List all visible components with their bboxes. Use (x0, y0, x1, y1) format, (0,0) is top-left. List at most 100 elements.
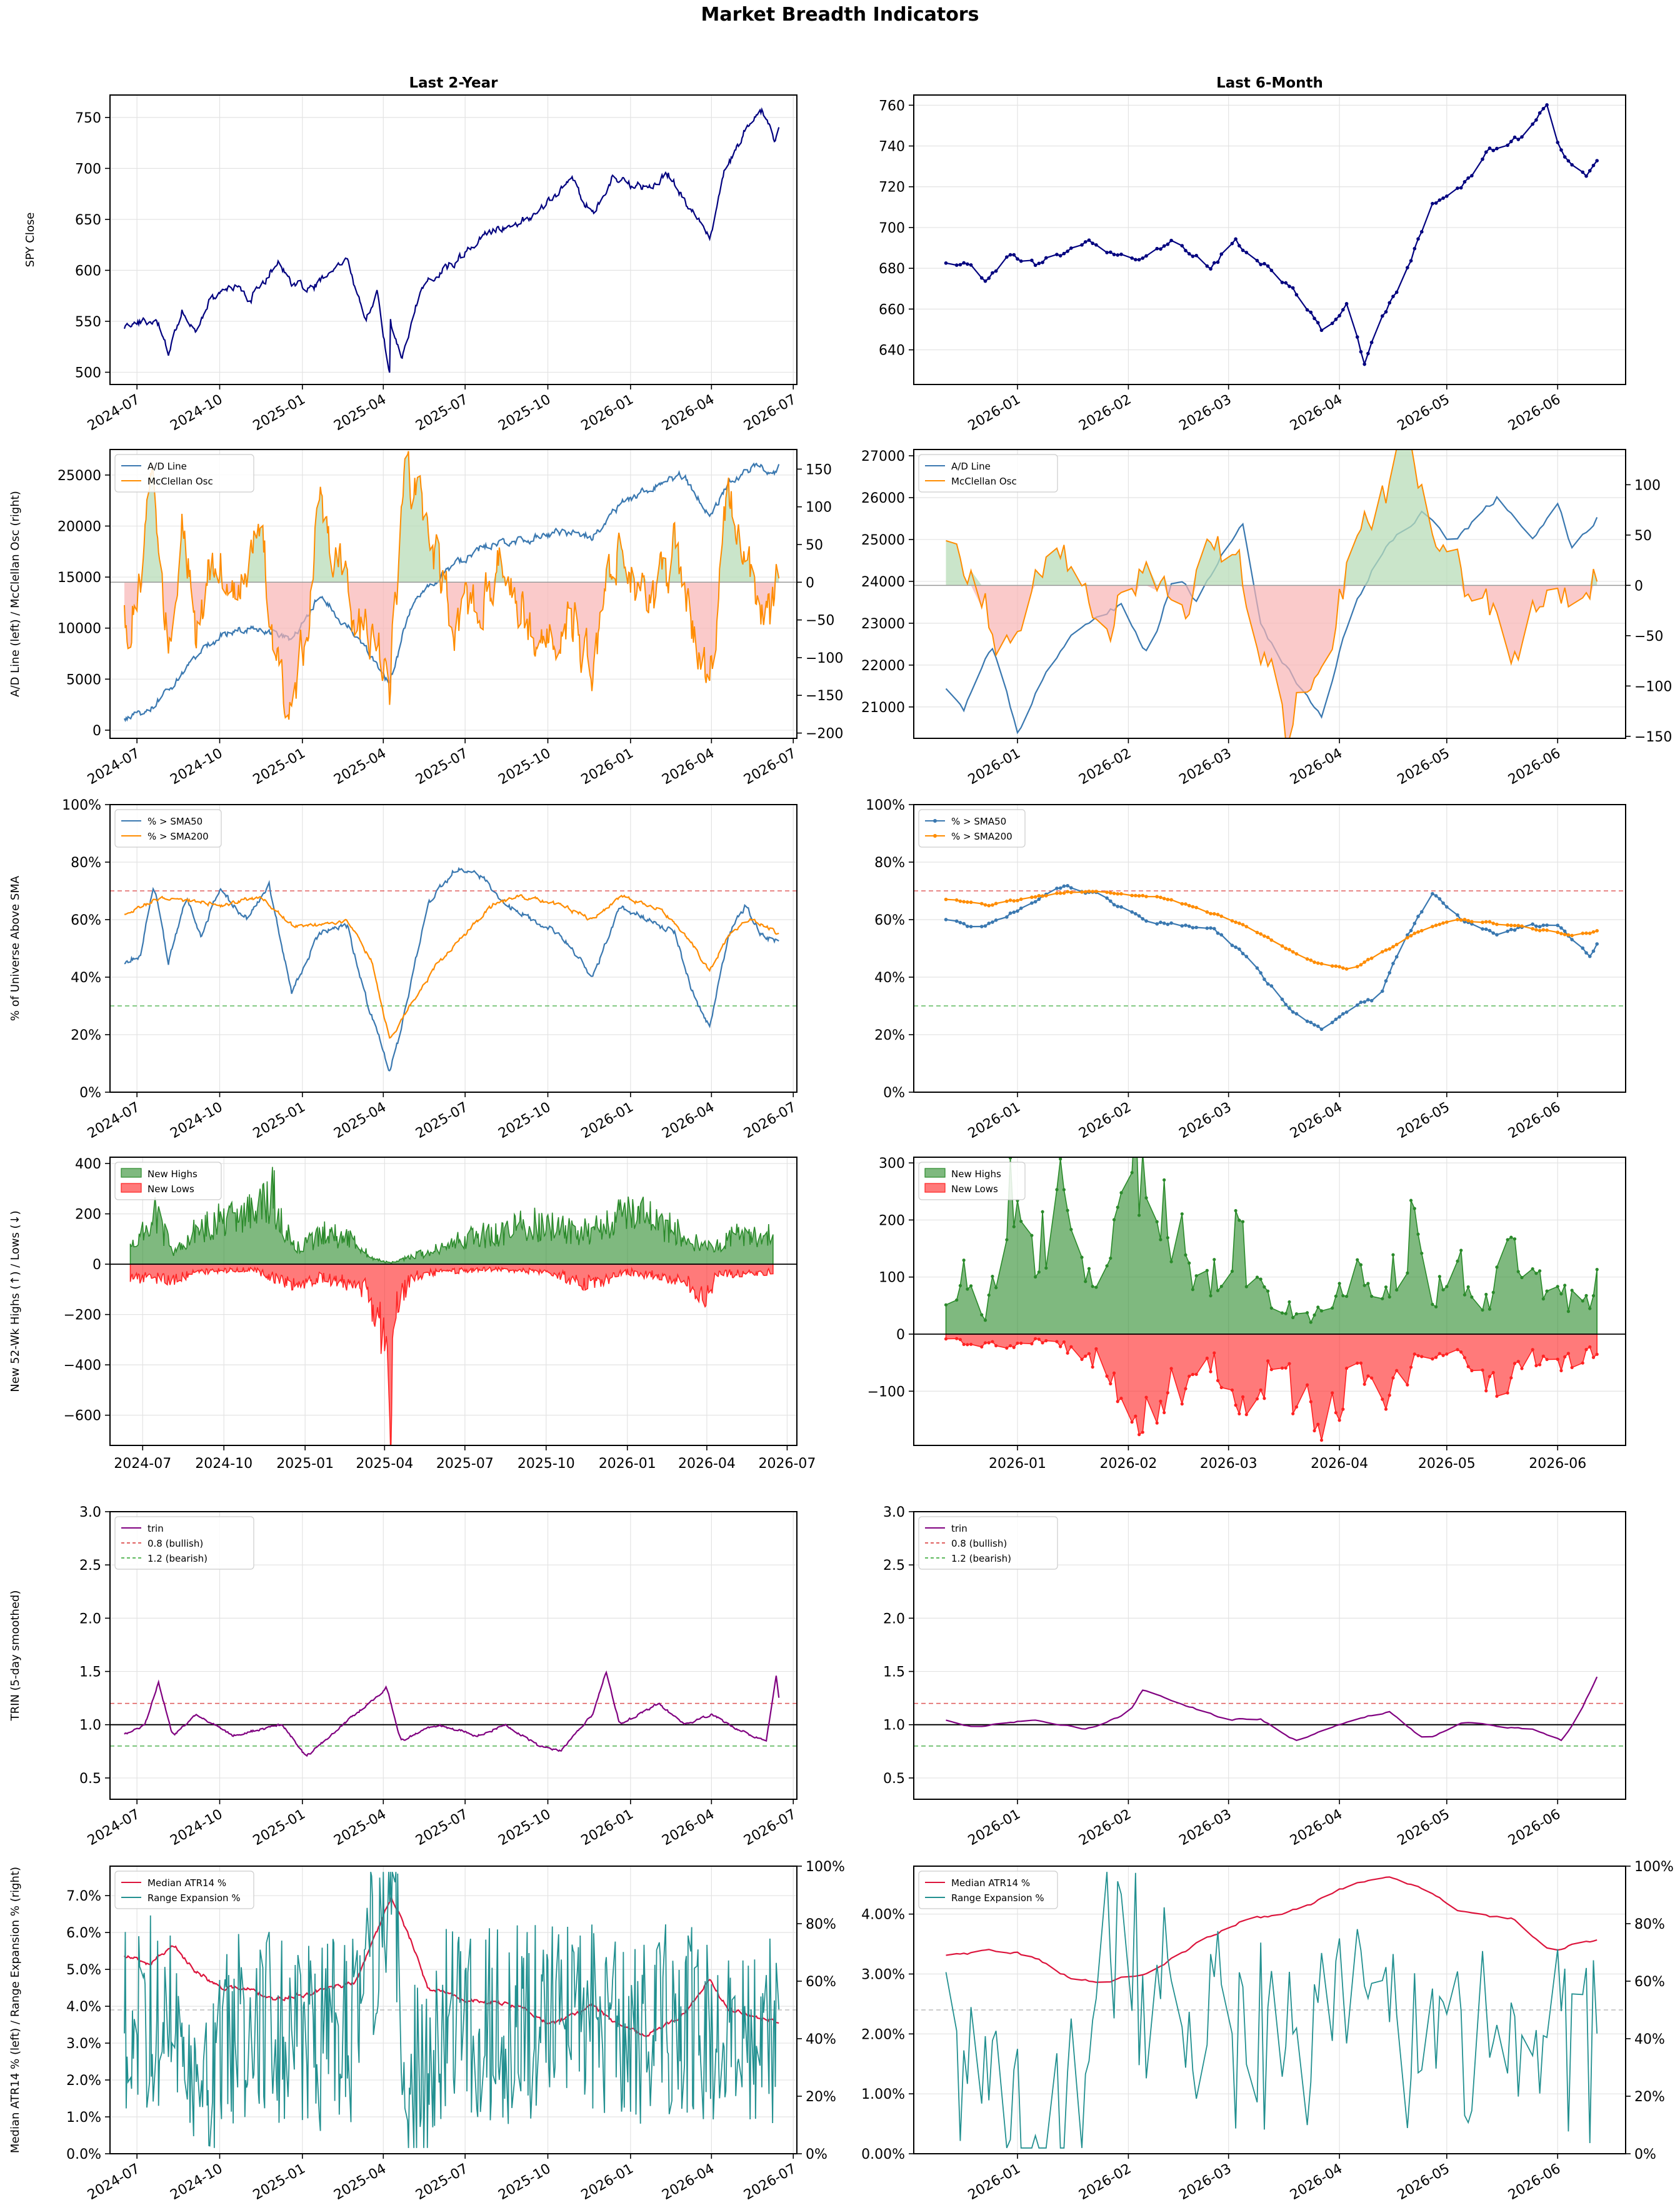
data-point-highs (1538, 1269, 1542, 1273)
data-point-sma50 (1545, 923, 1549, 927)
y-tick-label: 1.5 (79, 1665, 101, 1680)
x-tick-label: 2026-02 (1076, 1807, 1134, 1849)
data-point-sma200 (991, 903, 994, 907)
series-line-spy (123, 107, 780, 373)
data-point-lows (1016, 1341, 1019, 1345)
data-point-sma50 (1416, 915, 1420, 918)
data-point-lows (1541, 1354, 1545, 1358)
data-point-sma200 (1541, 928, 1546, 932)
data-point-sma200 (1434, 923, 1438, 927)
data-point-lows (1588, 1345, 1592, 1349)
x-tick-label: 2026-05 (1395, 1807, 1452, 1849)
data-point-lows (1584, 1348, 1588, 1352)
data-point-spy (1595, 159, 1599, 163)
legend: trin 0.8 (bullish) 1.2 (bearish) (114, 1516, 254, 1570)
x-tick-label: 2026-01 (579, 1807, 636, 1849)
data-point-sma200 (1419, 928, 1424, 933)
y-tick-label: 1.00% (861, 2087, 905, 2102)
axes-frame (109, 1157, 798, 1446)
data-point-sma200 (1588, 932, 1592, 935)
data-point-highs (1005, 1238, 1009, 1242)
x-tick-label: 2026-06 (1506, 2161, 1563, 2204)
data-point-lows (1012, 1345, 1016, 1349)
y2-tick-label: 0% (1634, 2147, 1656, 2162)
data-point-highs (1288, 1300, 1291, 1304)
x-tick-label: 2026-04 (1288, 746, 1345, 788)
data-point-lows (1212, 1351, 1216, 1355)
data-point-spy (1041, 260, 1044, 264)
plot-area (124, 1670, 780, 1757)
data-point-lows (1180, 1402, 1184, 1406)
x-tick-label: 2026-05 (1395, 746, 1452, 788)
data-point-sma50 (1205, 926, 1209, 930)
data-point-highs (1495, 1265, 1499, 1269)
series-line-spy (946, 103, 1598, 367)
legend-label: A/D Line (148, 461, 187, 472)
data-point-sma200 (1338, 965, 1341, 969)
data-point-spy (1091, 241, 1094, 246)
data-point-lows (1344, 1366, 1349, 1370)
x-tick-label: 2026-04 (1288, 2161, 1345, 2204)
x-tick-label: 2026-07 (741, 2161, 799, 2204)
data-point-spy (1416, 237, 1420, 241)
data-point-lows (1456, 1348, 1459, 1352)
legend-label: Median ATR14 % (148, 1877, 226, 1889)
data-point-sma200 (1330, 964, 1334, 968)
data-point-sma50 (1119, 905, 1123, 909)
data-point-spy (1244, 251, 1249, 254)
x-tick-label: 2026-01 (579, 1100, 636, 1142)
data-point-sma200 (1334, 964, 1338, 968)
data-point-sma200 (1570, 933, 1574, 938)
data-point-highs (1255, 1275, 1259, 1279)
data-point-sma200 (1359, 963, 1363, 967)
data-point-highs (1109, 1256, 1112, 1260)
x-tick-label: 2026-02 (1076, 1100, 1134, 1142)
data-point-sma200 (1008, 898, 1012, 902)
x-tick-label: 2026-01 (966, 746, 1023, 788)
y-tick-label: 680 (879, 261, 905, 277)
data-point-spy (1209, 267, 1212, 271)
data-point-highs (969, 1284, 973, 1288)
data-point-sma50 (1341, 1012, 1345, 1016)
legend: Median ATR14 % Range Expansion % (918, 1871, 1058, 1909)
data-point-sma200 (1030, 895, 1034, 900)
gridlines (110, 1157, 797, 1445)
data-point-sma200 (987, 903, 991, 908)
x-tick-label: 2026-04 (1288, 392, 1345, 434)
data-point-sma200 (1244, 925, 1249, 928)
x-tick-label: 2024-10 (168, 392, 225, 434)
data-point-lows (1370, 1376, 1374, 1380)
data-point-lows (1019, 1341, 1023, 1345)
data-point-highs (1319, 1309, 1324, 1313)
data-point-sma200 (1566, 933, 1571, 937)
data-point-lows (1059, 1345, 1062, 1349)
y2-tick-label: 0 (1634, 578, 1643, 594)
x-tick-label: 2024-07 (85, 392, 142, 434)
legend-label: trin (951, 1523, 968, 1534)
data-point-highs (944, 1303, 948, 1307)
data-point-spy (1341, 308, 1345, 312)
data-point-highs (1194, 1274, 1198, 1278)
data-point-spy (1456, 186, 1459, 190)
data-point-sma50 (1058, 886, 1062, 890)
legend-label: 0.8 (bullish) (148, 1538, 203, 1549)
series-line-range_exp (124, 1871, 780, 2148)
data-point-highs (994, 1286, 998, 1290)
x-tick-label: 2025-07 (436, 1456, 494, 1472)
data-point-spy (1194, 253, 1198, 258)
data-point-spy (1069, 246, 1073, 250)
data-point-sma200 (1083, 890, 1088, 894)
data-point-sma50 (1288, 1006, 1291, 1010)
panel-atr-2y: 0.0% 1.0% 2.0% 3.0% 4.0% 5.0% 6.0% 7.0% 0% 20% 40%… (9, 1859, 845, 2203)
data-point-spy (1037, 261, 1041, 266)
data-point-sma200 (983, 903, 988, 907)
y2-tick-label: 50 (806, 538, 823, 553)
legend-label: 0.8 (bullish) (951, 1538, 1007, 1549)
data-point-spy (1288, 284, 1291, 288)
data-point-sma50 (1269, 984, 1274, 988)
data-point-sma50 (1280, 997, 1284, 1002)
data-point-highs (1080, 1255, 1084, 1259)
data-point-spy (1255, 259, 1259, 263)
data-point-lows (1391, 1376, 1395, 1380)
data-point-highs (962, 1258, 966, 1262)
